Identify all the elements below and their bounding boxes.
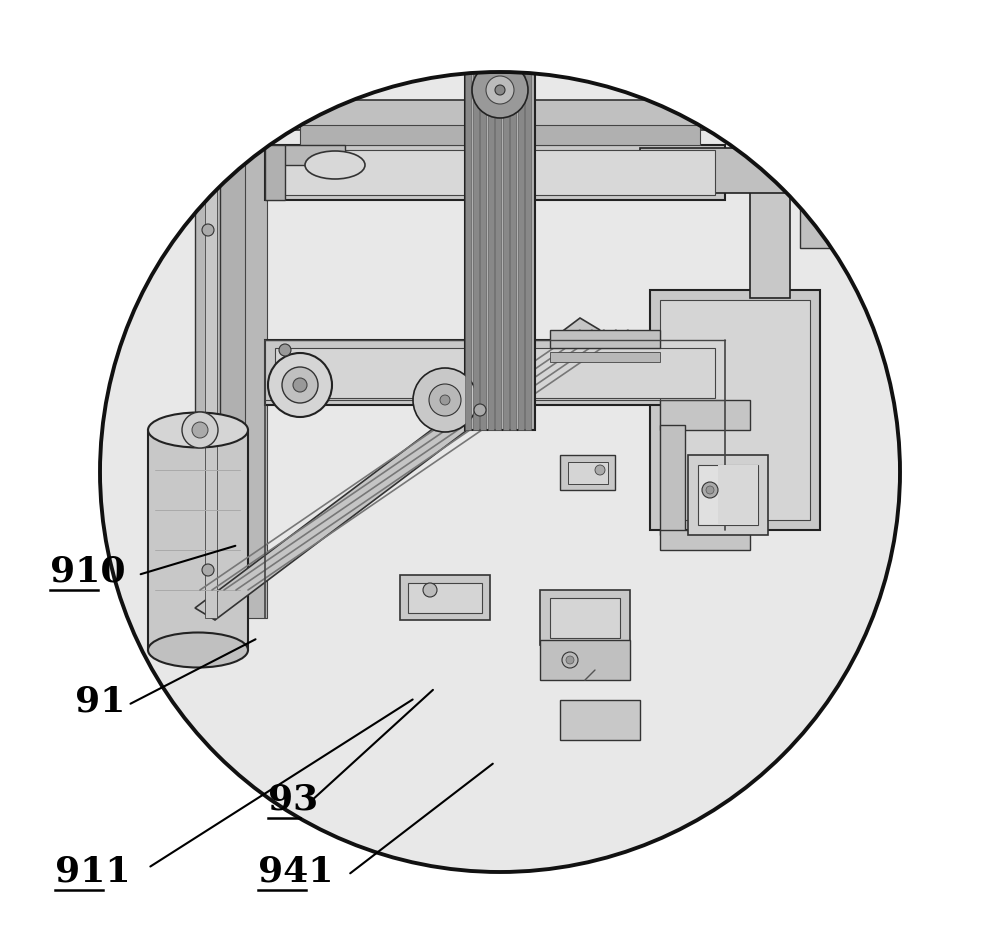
Circle shape bbox=[279, 344, 291, 356]
Circle shape bbox=[423, 583, 437, 597]
Bar bbox=[550, 330, 660, 348]
Circle shape bbox=[566, 656, 574, 664]
Bar bbox=[568, 462, 608, 484]
Bar bbox=[265, 340, 725, 405]
Bar bbox=[540, 590, 630, 645]
Bar bbox=[220, 148, 248, 618]
Ellipse shape bbox=[148, 632, 248, 667]
Bar bbox=[488, 60, 494, 430]
Bar bbox=[465, 60, 535, 430]
Circle shape bbox=[413, 368, 477, 432]
Bar bbox=[477, 5, 523, 25]
Circle shape bbox=[490, 35, 510, 55]
Bar bbox=[550, 598, 620, 638]
Text: 941: 941 bbox=[258, 854, 334, 888]
Circle shape bbox=[293, 378, 307, 392]
Circle shape bbox=[282, 367, 318, 403]
Bar bbox=[660, 300, 810, 520]
Bar bbox=[265, 145, 285, 200]
Bar bbox=[300, 125, 700, 145]
Bar bbox=[290, 100, 710, 130]
Bar bbox=[660, 530, 750, 550]
Bar bbox=[650, 290, 820, 530]
Bar bbox=[503, 60, 509, 430]
Circle shape bbox=[706, 486, 714, 494]
Bar bbox=[245, 148, 267, 618]
Polygon shape bbox=[195, 318, 600, 620]
Bar bbox=[525, 60, 531, 430]
Bar bbox=[265, 145, 345, 165]
Circle shape bbox=[562, 652, 578, 668]
Bar bbox=[518, 60, 524, 430]
Bar bbox=[148, 430, 248, 650]
Ellipse shape bbox=[148, 413, 248, 447]
Circle shape bbox=[268, 353, 332, 417]
Bar bbox=[195, 148, 223, 618]
Text: 910: 910 bbox=[50, 554, 126, 588]
Bar bbox=[265, 145, 725, 200]
Bar bbox=[540, 640, 630, 680]
Bar bbox=[698, 465, 758, 525]
Bar bbox=[660, 425, 685, 535]
Bar bbox=[275, 150, 715, 195]
Bar bbox=[688, 455, 768, 535]
Bar bbox=[480, 60, 486, 430]
Bar bbox=[560, 455, 615, 490]
Text: 91: 91 bbox=[75, 684, 125, 718]
Bar bbox=[640, 148, 840, 193]
Text: 911: 911 bbox=[55, 854, 131, 888]
Circle shape bbox=[474, 404, 486, 416]
Circle shape bbox=[440, 395, 450, 405]
Circle shape bbox=[429, 384, 461, 416]
Circle shape bbox=[702, 482, 718, 498]
Text: 93: 93 bbox=[268, 782, 318, 816]
Circle shape bbox=[202, 564, 214, 576]
Bar bbox=[550, 352, 660, 362]
Circle shape bbox=[808, 171, 822, 185]
Circle shape bbox=[472, 62, 528, 118]
Bar bbox=[470, 20, 530, 65]
Bar bbox=[800, 148, 830, 248]
Ellipse shape bbox=[305, 151, 365, 179]
Bar bbox=[400, 575, 490, 620]
Bar bbox=[495, 60, 501, 430]
Bar bbox=[718, 465, 758, 525]
Bar bbox=[750, 148, 790, 298]
Circle shape bbox=[100, 72, 900, 872]
Bar bbox=[465, 60, 471, 430]
Circle shape bbox=[202, 224, 214, 236]
Circle shape bbox=[486, 76, 514, 104]
Circle shape bbox=[595, 465, 605, 475]
Bar bbox=[473, 60, 479, 430]
Circle shape bbox=[192, 422, 208, 438]
Bar bbox=[660, 400, 750, 430]
Circle shape bbox=[801, 164, 829, 192]
Bar bbox=[275, 348, 715, 398]
Bar bbox=[510, 60, 516, 430]
Bar bbox=[205, 148, 217, 618]
Bar bbox=[408, 583, 482, 613]
Circle shape bbox=[182, 412, 218, 448]
Circle shape bbox=[495, 85, 505, 95]
Bar bbox=[560, 700, 640, 740]
